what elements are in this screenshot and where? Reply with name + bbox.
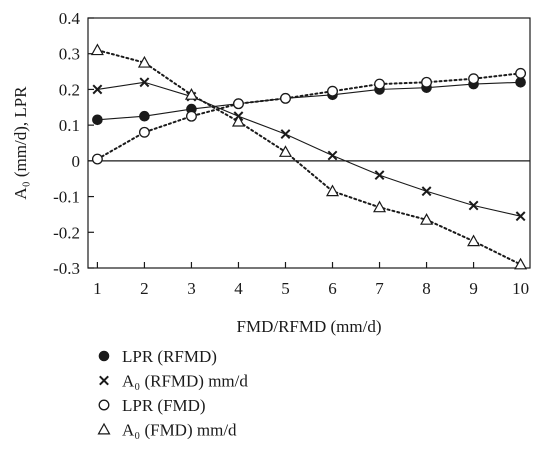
data-point-stroke-b [468, 200, 479, 211]
data-point [185, 110, 197, 122]
x-tick-label: 10 [512, 279, 529, 298]
data-point [420, 213, 434, 225]
legend-marker [98, 399, 110, 411]
data-point-stroke-b [92, 84, 103, 95]
data-point [139, 77, 150, 88]
data-point-stroke-b [327, 150, 338, 161]
data-point [138, 126, 150, 138]
series-a-rfmd-mm-d [92, 77, 526, 222]
y-tick-label: 0 [72, 152, 81, 171]
data-point [90, 43, 104, 56]
legend-item: A₀ (FMD) mm/d [97, 421, 237, 440]
y-tick-label: -0.2 [53, 223, 80, 242]
data-point [325, 184, 340, 197]
y-tick-label: -0.3 [53, 259, 80, 278]
data-point [374, 170, 385, 181]
x-tick-label: 8 [422, 279, 431, 298]
data-point [280, 129, 291, 139]
series-lpr-rfmd [92, 76, 526, 126]
data-point [139, 110, 150, 122]
data-point [515, 67, 527, 79]
data-point [92, 84, 103, 95]
x-tick-label: 7 [375, 279, 384, 298]
y-tick-label: 0.4 [59, 9, 81, 28]
legend-label: A₀ (FMD) mm/d [122, 421, 237, 440]
legend-label: A₀ (RFMD) mm/d [122, 372, 248, 391]
legend-marker [97, 422, 111, 435]
legend-marker [99, 375, 109, 386]
data-point [184, 88, 198, 100]
data-point [278, 145, 293, 157]
series-line [97, 81, 521, 121]
y-tick-label: 0.1 [59, 116, 80, 135]
y-tick-label: 0.3 [59, 45, 80, 64]
legend-label: LPR (RFMD) [122, 347, 217, 366]
series-line [97, 81, 521, 217]
data-point [374, 78, 385, 90]
data-point-stroke-b [515, 211, 526, 222]
y-tick-label: 0.2 [59, 80, 80, 99]
x-tick-label: 4 [234, 279, 243, 298]
y-axis-title: A₀ (mm/d), LPR [11, 86, 30, 200]
data-point [515, 76, 526, 88]
y-tick-label: -0.1 [53, 188, 80, 207]
legend-item: LPR (FMD) [98, 396, 206, 415]
x-tick-label: 9 [469, 279, 478, 298]
x-tick-label: 1 [93, 279, 102, 298]
series-a-fmd-mm-d [90, 43, 528, 270]
data-point-stroke-b [139, 77, 150, 88]
data-point [231, 114, 245, 127]
data-point [327, 150, 338, 161]
data-point [91, 153, 103, 165]
data-point-stroke-b [421, 186, 432, 197]
x-tick-label: 3 [187, 279, 196, 298]
data-point [515, 211, 526, 222]
data-point [421, 186, 432, 197]
x-tick-label: 2 [140, 279, 149, 298]
data-point [467, 234, 481, 247]
series-line [96, 49, 522, 266]
legend-item: LPR (RFMD) [98, 347, 217, 366]
series-lpr-fmd [91, 67, 527, 165]
plot-frame [87, 17, 531, 269]
x-tick-label: 5 [281, 279, 290, 298]
data-point [137, 55, 151, 68]
x-axis-title: FMD/RFMD (mm/d) [237, 317, 382, 336]
data-point-stroke-b [374, 170, 385, 181]
data-point [468, 73, 480, 85]
x-tick-label: 6 [328, 279, 337, 298]
data-point [514, 257, 528, 270]
data-point-stroke-b [280, 129, 291, 139]
data-point [280, 92, 291, 104]
data-point [92, 114, 103, 126]
data-point [233, 98, 244, 110]
data-point [468, 200, 479, 211]
legend-item: A₀ (RFMD) mm/d [99, 372, 248, 391]
legend-marker-stroke-b [99, 375, 109, 386]
legend-marker [98, 350, 110, 362]
data-point [421, 76, 433, 88]
data-point [327, 85, 338, 97]
series-line [96, 72, 522, 161]
data-point [373, 200, 387, 213]
legend-label: LPR (FMD) [122, 396, 206, 415]
